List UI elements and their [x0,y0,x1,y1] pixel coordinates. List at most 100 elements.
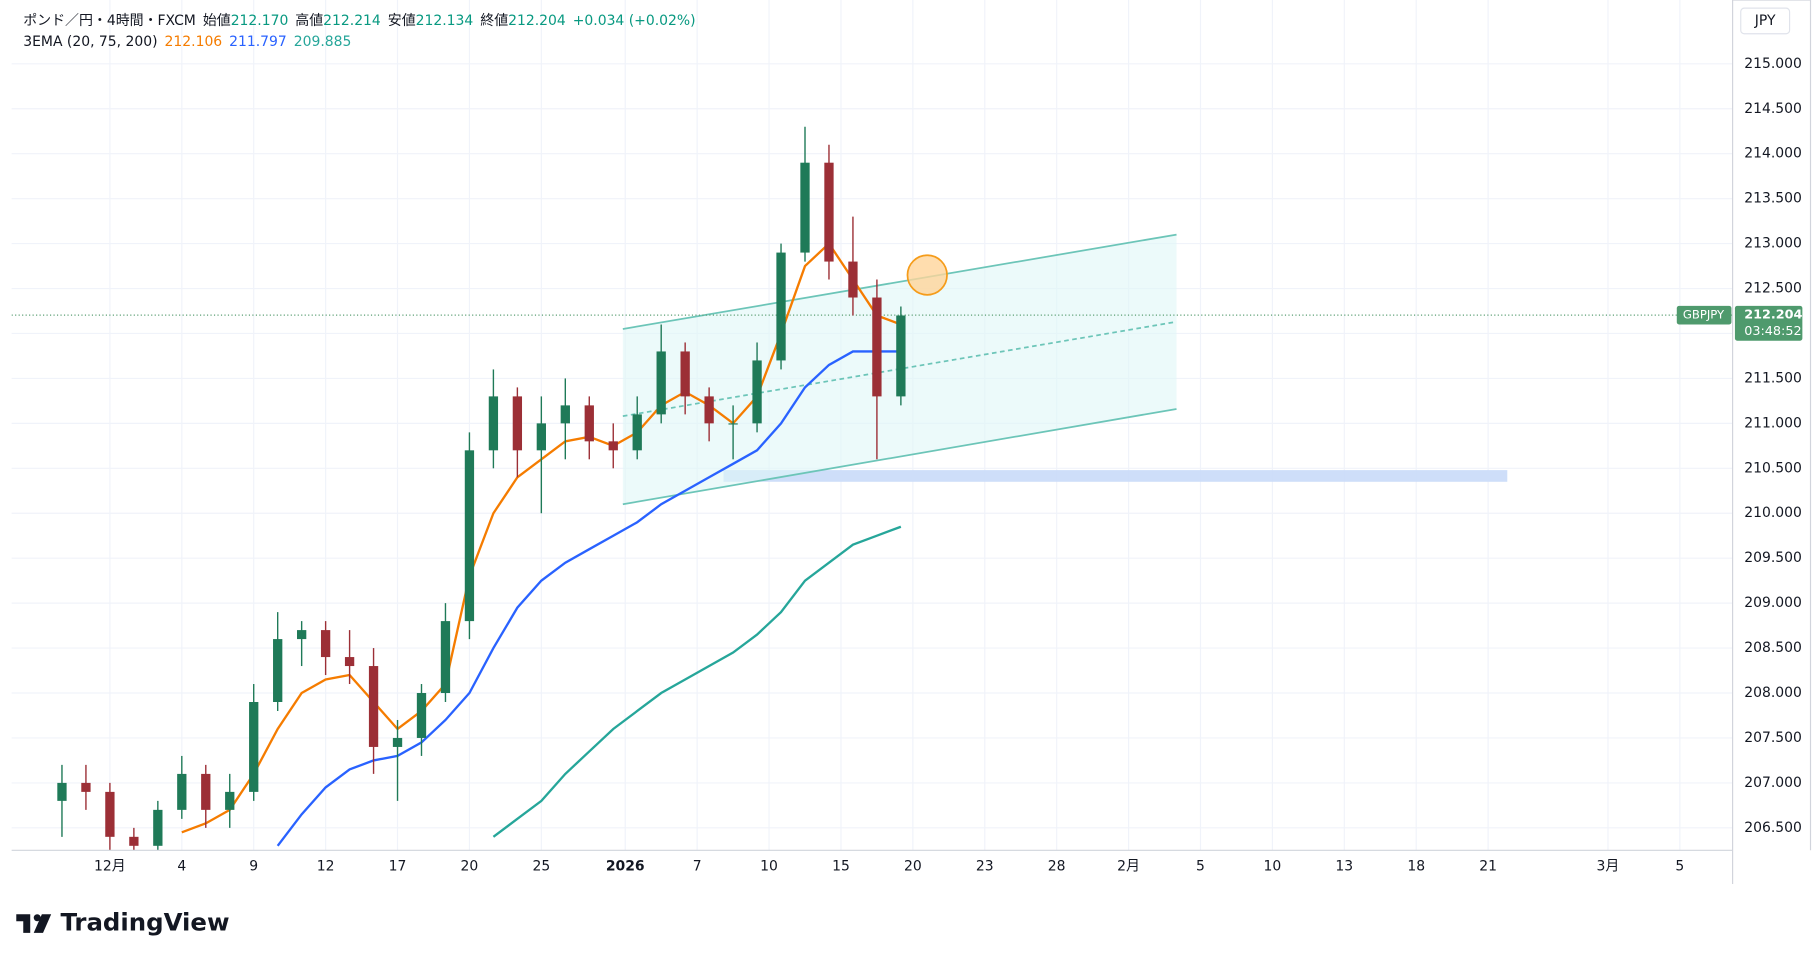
x-tick-label: 21 [1479,859,1497,875]
candle-body [800,162,810,253]
candle-body [776,252,786,361]
price-badge [1734,305,1803,341]
x-tick-label: 10 [760,859,778,875]
candle-body [273,639,283,703]
candle-body [440,621,451,694]
candle-body [129,836,139,846]
symbol-badge [1676,305,1732,325]
candle-body [416,693,427,738]
y-tick-label: 208.500 [1744,640,1802,656]
indicator-name: 3EMA (20, 75, 200) [23,34,157,50]
x-tick-label: 9 [249,859,258,875]
ohlc-value: 212.170 [231,13,289,29]
x-tick-label: 17 [389,859,407,875]
header: ポンド／円・4時間・FXCM 始値212.170 高値212.214 安値212.13… [23,12,695,29]
x-tick-label: 28 [1048,859,1066,875]
ohlc: 始値212.170 高値212.214 安値212.134 終値212.204 [203,12,566,29]
x-tick-label: 5 [1196,859,1205,875]
y-tick-label: 213.500 [1744,191,1802,207]
candle-body [201,773,211,810]
candle-body [608,441,618,451]
x-tick-label: 12 [317,859,335,875]
x-tick-label: 25 [532,859,550,875]
candle-body [297,630,307,640]
logo-mark [33,914,41,922]
candle-body [680,351,690,397]
x-tick-label: 2月 [1117,859,1140,875]
candle-body [177,773,187,810]
x-tick-label: 7 [693,859,702,875]
indicator-value: 212.106 [165,34,223,50]
candle-body [656,351,666,415]
y-tick-label: 206.500 [1744,820,1802,836]
candle-body [704,396,714,424]
y-tick-label: 213.000 [1744,236,1802,252]
y-tick-label: 215.000 [1744,56,1802,72]
y-tick-label: 210.500 [1744,460,1802,476]
symbol-label: GBPJPY [1683,308,1725,322]
candle-body [728,423,738,425]
channel-upper [622,233,1177,330]
candle-body [872,297,882,397]
ohlc-label: 始値 [203,13,231,29]
plot-area [11,126,1733,851]
candle-body [752,360,762,424]
candle-body [320,630,331,658]
ohlc-value: 212.214 [323,13,381,29]
candle-body [81,782,91,792]
logo-mark [33,914,52,933]
y-tick-label: 212.500 [1744,281,1802,297]
candle-body [57,782,67,801]
indicator-value: 209.885 [294,34,352,50]
y-tick-label: 209.000 [1744,595,1802,611]
currency-button[interactable] [1740,7,1791,35]
candle-body [848,261,858,298]
candle-body [153,809,163,846]
x-tick-label: 10 [1264,859,1282,875]
countdown: 03:48:52 [1744,324,1801,339]
y-tick-label: 207.500 [1744,730,1802,746]
channel-lower [622,408,1177,506]
candle-body [344,657,355,667]
ohlc-value: 212.204 [508,13,566,29]
candle-body [368,666,379,747]
candle-body [824,162,834,262]
ema-line [492,525,902,838]
candle-body [560,405,570,424]
y-tick-label: 209.500 [1744,550,1802,566]
x-tick-label: 12月 [94,859,126,875]
candle-body [225,791,235,810]
candle-body [896,315,906,397]
x-tick-label: 20 [461,859,479,875]
candle-body [464,450,475,622]
ohlc-label: 終値 [480,13,508,29]
candle-body [392,737,403,747]
support-zone [723,470,1508,482]
x-tick-label: 4 [177,859,186,875]
x-tick-label: 18 [1407,859,1425,875]
x-tick-label: 5 [1675,859,1684,875]
brand: TradingView [60,908,229,937]
candle-body [105,791,115,837]
y-tick-label: 211.000 [1744,415,1802,431]
y-tick-label: 211.500 [1744,370,1802,386]
ohlc-label: 高値 [295,12,323,29]
indicator-legend: 3EMA (20, 75, 200) 212.106 211.797 209.885 [23,34,351,50]
currency[interactable]: JPY [1754,13,1776,29]
last-price-label: 212.204 [1744,308,1802,323]
y-tick-label: 214.000 [1744,146,1802,162]
ema-line [276,350,901,847]
x-tick-label: 3月 [1597,859,1620,875]
x-tick-label: 15 [832,859,850,875]
candle-body [632,414,642,451]
x-tick-label: 23 [976,859,994,875]
y-tick-label: 210.000 [1744,505,1802,521]
ohlc-label: 安値 [388,13,416,29]
x-tick-label: 2026 [606,859,645,875]
candle-body [584,405,594,442]
y-tick-label: 208.000 [1744,685,1802,701]
candle-body [249,702,259,792]
highlight-circle [906,254,948,296]
x-tick-label: 20 [904,859,922,875]
